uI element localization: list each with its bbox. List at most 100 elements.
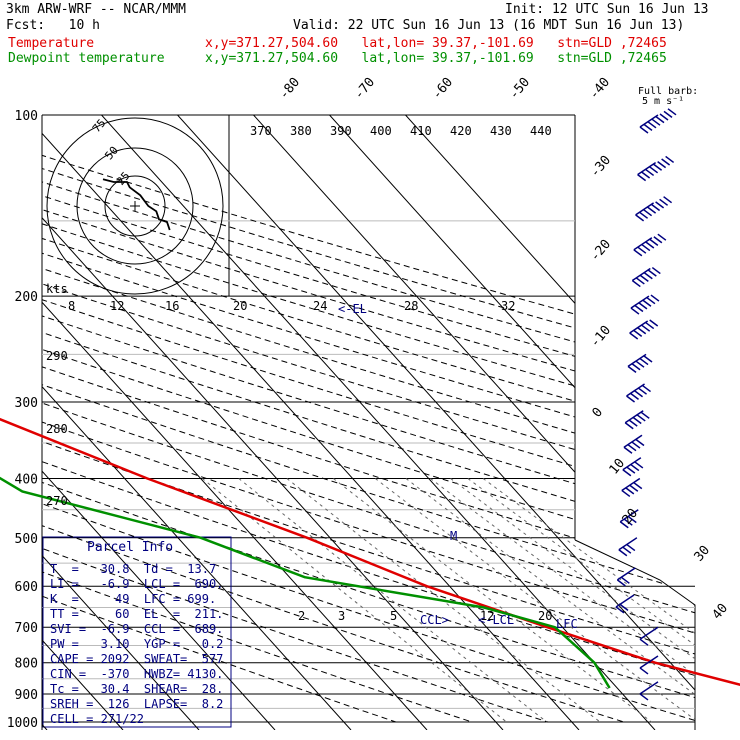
temperature-legend: Temperature [8, 36, 95, 51]
pressure-tick-label: 300 [15, 396, 38, 411]
theta-e-label: 380 [290, 124, 312, 138]
dry-adiabat [42, 115, 625, 723]
parcel-row: CIN = -370 HWBZ= 4130. [50, 667, 224, 681]
wind-barb [639, 655, 659, 675]
isotherm-line [405, 115, 695, 730]
mixing-ratio-line [467, 478, 695, 723]
chart-annotation: LFC [556, 617, 578, 631]
parcel-row: TT = 60 EL = 211. [50, 607, 224, 621]
pressure-tick-label: 900 [15, 688, 38, 703]
pressure-tick-label: 600 [15, 580, 38, 595]
wind-barb [639, 626, 659, 646]
temperature-tick-label: -80 [277, 75, 304, 103]
theta-e-label: 430 [490, 124, 512, 138]
parcel-info-title: Parcel Info [87, 540, 174, 555]
wind-barb [621, 477, 643, 498]
model-title: 3km ARW-WRF -- NCAR/MMM [6, 2, 187, 17]
mixing-ratio-label: 28 [404, 299, 418, 313]
mixing-ratio-label: 8 [68, 299, 75, 313]
wind-barb [629, 319, 659, 340]
isotherm-line [42, 115, 428, 730]
parcel-info-border [42, 536, 232, 728]
dewpoint-profile [0, 476, 611, 689]
mixing-ratio-label: 32 [501, 299, 515, 313]
mixing-ratio-label: 24 [313, 299, 327, 313]
wind-barb [623, 434, 645, 454]
mixing-ratio-line [374, 478, 695, 723]
dry-adiabat [42, 115, 695, 723]
hodograph-units: kts [46, 282, 68, 296]
wind-barb [633, 233, 667, 257]
dry-adiabat [42, 115, 695, 723]
dewpoint-location: x,y=371.27,504.60 lat,lon= 39.37,-101.69… [205, 51, 667, 66]
hodograph-ring-label: 25 [114, 169, 132, 188]
dry-adiabat [42, 115, 549, 723]
temperature-tick-label: 0 [590, 405, 607, 421]
temperature-tick-label: 10 [607, 456, 629, 478]
isotherm-line [177, 115, 695, 730]
dry-adiabat [42, 115, 397, 723]
wind-barb [639, 681, 659, 701]
pressure-tick-label: 100 [15, 109, 38, 124]
dry-adiabats [42, 115, 695, 723]
dry-adiabat [42, 115, 695, 723]
pressure-tick-label: 400 [15, 472, 38, 487]
valid-time: Valid: 22 UTC Sun 16 Jun 13 (16 MDT Sun … [293, 18, 685, 33]
isotherm-line [42, 115, 504, 730]
wind-barb [618, 537, 638, 557]
mixing-ratio-label: 3 [338, 609, 345, 623]
temperature-tick-label: -40 [587, 75, 614, 103]
profiles [0, 417, 740, 689]
isotherm-line [42, 115, 580, 730]
dewpoint-legend: Dewpoint temperature [8, 51, 165, 66]
pressure-tick-label: 500 [15, 532, 38, 547]
temperature-tick-label: -60 [430, 75, 457, 103]
mixing-ratio-line [286, 478, 601, 723]
parcel-info-box: Parcel Info T = 30.8 Td = 13.7 LI = -6.9… [43, 537, 231, 727]
dry-adiabat [42, 115, 695, 723]
barb-note: 5 m s⁻¹ [642, 96, 684, 107]
wind-barb [624, 410, 650, 430]
mixing-ratio-line [430, 478, 695, 723]
temperature-tick-label: 40 [710, 601, 732, 623]
mixing-ratio-label: 20 [538, 609, 552, 623]
dry-adiabat [42, 115, 473, 723]
mixing-ratio-line [201, 478, 507, 723]
mixing-ratio-label: 5 [390, 609, 397, 623]
wind-barb [615, 594, 635, 614]
wind-barb [631, 266, 661, 288]
dry-adiabat [42, 115, 695, 723]
parcel-row: K = 49 LFC = 699. [50, 592, 217, 606]
parcel-row: CELL = 271/22 [50, 712, 144, 726]
temperature-location: x,y=371.27,504.60 lat,lon= 39.37,-101.69… [205, 36, 667, 51]
wind-barb [635, 196, 673, 222]
forecast-hour: Fcst: 10 h [6, 18, 100, 33]
theta-e-label: 440 [530, 124, 552, 138]
dry-adiabat [42, 115, 695, 723]
parcel-row: PW = 3.10 YGP = 0.2 [50, 637, 224, 651]
init-time: Init: 12 UTC Sun 16 Jun 13 [505, 2, 709, 17]
temperature-tick-label: -10 [588, 323, 615, 351]
hodograph-ring [76, 147, 194, 265]
wind-barb [622, 457, 644, 477]
theta-e-label: 390 [330, 124, 352, 138]
temperature-tick-label: -50 [507, 75, 534, 103]
wind-barb [626, 383, 652, 403]
hodograph-ring [46, 117, 224, 295]
temperature-tick-label: 30 [692, 543, 714, 565]
parcel-row: Tc = 30.4 SHEAR= 28. [50, 682, 224, 696]
isotherm-line [101, 115, 656, 730]
dry-adiabat [42, 115, 695, 723]
chart-annotation: M [450, 529, 457, 543]
temperature-tick-label: -20 [588, 237, 615, 265]
parcel-row: CAPE = 2092 SWEAT= 577 [50, 652, 224, 666]
mixing-ratio-label: 16 [165, 299, 179, 313]
isotherm-line [42, 115, 200, 730]
chart-annotation: CCL> [420, 613, 449, 627]
mixing-ratio-label: 2 [298, 609, 305, 623]
isotherm-line [42, 115, 276, 730]
wind-barb [619, 509, 639, 529]
pressure-tick-label: 700 [15, 621, 38, 636]
